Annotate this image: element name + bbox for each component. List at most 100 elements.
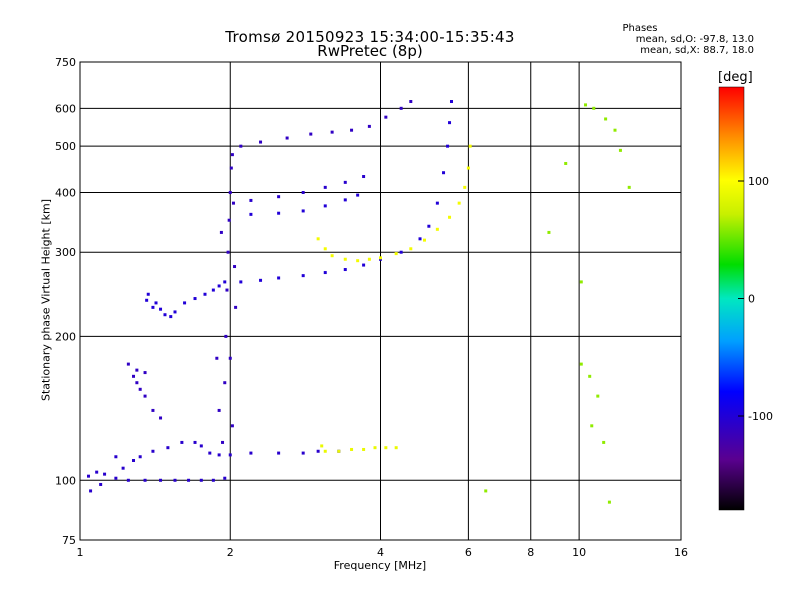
- data-point: [448, 121, 452, 125]
- data-point: [173, 478, 177, 482]
- y-tick-label: 400: [55, 186, 76, 199]
- data-point: [99, 482, 103, 486]
- data-point: [446, 144, 450, 148]
- data-point: [337, 449, 341, 453]
- data-point: [394, 252, 398, 256]
- data-point: [159, 416, 163, 420]
- data-point: [226, 250, 230, 254]
- data-point: [225, 288, 229, 292]
- data-point: [203, 292, 207, 296]
- data-point: [163, 313, 167, 317]
- data-point: [442, 171, 446, 175]
- phases-o-mode-stats: mean, sd,O: -97.8, 13.0: [635, 34, 754, 45]
- colorbar-tick-label: 100: [748, 175, 769, 188]
- data-point: [463, 185, 467, 189]
- x-axis-ticks: 1 2 4 6 8 10 16: [77, 546, 689, 559]
- data-point: [114, 476, 118, 480]
- data-point: [316, 449, 320, 453]
- data-point: [301, 451, 305, 455]
- x-tick-label: 8: [527, 546, 534, 559]
- data-point: [409, 247, 413, 251]
- data-point: [95, 470, 99, 474]
- data-point: [132, 374, 136, 378]
- data-point: [379, 256, 382, 260]
- data-point: [618, 148, 622, 152]
- phases-x-mode-stats: mean, sd,X: 88.7, 18.0: [640, 45, 754, 56]
- data-point: [166, 446, 170, 450]
- data-point: [356, 193, 360, 197]
- data-point: [604, 117, 608, 121]
- data-point: [217, 284, 221, 288]
- data-point: [231, 201, 235, 205]
- data-point: [596, 394, 600, 398]
- data-point: [592, 106, 596, 110]
- data-point: [277, 211, 281, 215]
- data-point: [301, 209, 305, 213]
- data-point: [564, 161, 568, 165]
- data-point: [316, 237, 320, 241]
- x-tick-label: 4: [377, 546, 384, 559]
- data-point: [399, 106, 403, 110]
- data-point: [154, 301, 158, 305]
- data-point: [223, 280, 227, 284]
- data-point: [230, 153, 234, 157]
- data-point: [579, 362, 583, 366]
- data-point: [234, 305, 238, 309]
- data-point: [449, 100, 453, 104]
- data-point: [249, 198, 253, 202]
- data-point: [180, 440, 184, 444]
- data-point: [89, 489, 93, 493]
- data-point: [627, 185, 631, 189]
- data-point: [135, 368, 139, 372]
- data-point: [301, 190, 305, 194]
- data-point: [384, 446, 388, 450]
- data-point: [301, 274, 305, 278]
- data-point: [418, 237, 422, 241]
- x-tick-label: 6: [465, 546, 472, 559]
- data-point: [602, 440, 606, 444]
- y-tick-label: 300: [55, 246, 76, 259]
- data-point: [193, 440, 197, 444]
- data-point: [343, 180, 347, 184]
- data-point: [579, 280, 583, 284]
- data-point: [277, 451, 281, 455]
- data-point: [169, 315, 173, 319]
- data-point: [356, 259, 360, 263]
- data-point: [590, 424, 594, 428]
- data-point: [259, 140, 263, 144]
- data-point: [143, 371, 147, 375]
- chart-subtitle: RwPretec (8p): [317, 42, 423, 60]
- data-point: [228, 356, 232, 360]
- colorbar-tick-label: 0: [748, 293, 755, 306]
- data-point: [484, 489, 488, 493]
- data-point: [323, 247, 327, 251]
- data-point: [435, 201, 439, 205]
- data-point: [323, 204, 327, 208]
- data-point: [121, 466, 125, 470]
- data-point: [151, 305, 155, 309]
- y-tick-label: 200: [55, 330, 76, 343]
- colorbar-ticks: 100 0 -100: [738, 175, 773, 423]
- y-tick-label: 500: [55, 140, 76, 153]
- data-point: [208, 451, 212, 455]
- data-point: [343, 268, 347, 272]
- data-point: [224, 334, 228, 338]
- data-point: [277, 195, 281, 199]
- grid: [80, 62, 681, 540]
- data-point: [330, 130, 334, 134]
- data-point: [607, 500, 611, 504]
- data-point: [323, 185, 327, 189]
- data-point: [143, 394, 147, 398]
- data-point: [211, 478, 215, 482]
- data-point: [126, 362, 130, 366]
- y-tick-label: 750: [55, 56, 76, 69]
- data-point: [126, 478, 130, 482]
- data-point: [613, 128, 617, 132]
- data-point: [285, 136, 289, 140]
- data-point: [227, 218, 231, 222]
- data-point: [394, 446, 398, 450]
- data-point: [249, 212, 253, 216]
- data-point: [457, 201, 461, 205]
- data-point: [323, 271, 327, 275]
